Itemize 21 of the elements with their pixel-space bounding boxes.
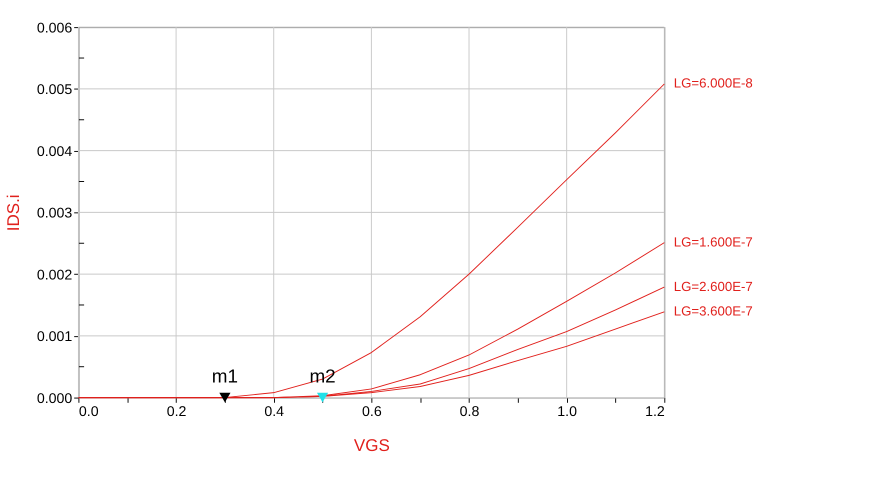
y-tick-label: 0.003 bbox=[36, 206, 72, 222]
series-label: LG=2.600E-7 bbox=[674, 278, 753, 294]
x-tick-label: 0.0 bbox=[78, 404, 99, 420]
y-axis-title: IDS.i bbox=[4, 194, 23, 232]
y-tick-label: 0.001 bbox=[36, 329, 72, 346]
y-tick-label: 0.002 bbox=[36, 267, 72, 284]
series-label: LG=1.600E-7 bbox=[674, 234, 753, 250]
y-tick-label: 0.005 bbox=[36, 82, 72, 98]
x-tick-label: 1.0 bbox=[557, 404, 578, 420]
series-label: LG=6.000E-8 bbox=[674, 76, 753, 91]
x-tick-label: 1.2 bbox=[645, 404, 665, 420]
x-tick-label: 0.6 bbox=[362, 404, 382, 420]
x-tick-label: 0.4 bbox=[264, 404, 284, 420]
annotation: m1 bbox=[212, 366, 238, 388]
y-tick-label: 0.004 bbox=[36, 144, 72, 160]
x-axis-title: VGS bbox=[354, 436, 390, 455]
x-tick-label: 0.8 bbox=[460, 404, 480, 420]
y-tick-label: 0.000 bbox=[36, 390, 72, 407]
series-label: LG=3.600E-7 bbox=[674, 304, 753, 319]
x-tick-label: 0.2 bbox=[166, 404, 187, 420]
y-tick-label: 0.006 bbox=[36, 20, 72, 36]
